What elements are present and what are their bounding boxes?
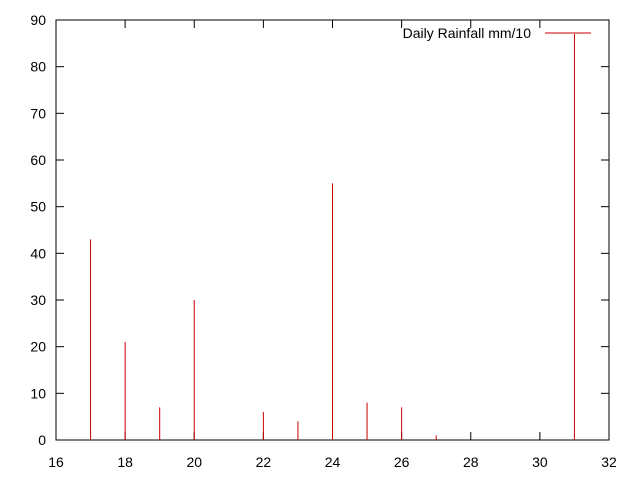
- x-tick-label: 32: [601, 454, 617, 470]
- y-tick-label: 50: [30, 199, 46, 215]
- y-tick-label: 30: [30, 292, 46, 308]
- x-tick-label: 28: [463, 454, 479, 470]
- legend-label: Daily Rainfall mm/10: [403, 25, 532, 41]
- y-tick-label: 0: [38, 432, 46, 448]
- x-tick-label: 26: [394, 454, 410, 470]
- bars: [90, 34, 575, 440]
- legend: Daily Rainfall mm/10: [403, 25, 591, 41]
- x-axis: 16 18 20 22 24 26 28 30 32: [48, 20, 617, 470]
- y-axis: 0 10 20 30 40 50 60 70 80 90: [30, 12, 609, 448]
- y-tick-label: 70: [30, 105, 46, 121]
- x-tick-label: 22: [256, 454, 272, 470]
- y-tick-label: 40: [30, 245, 46, 261]
- x-tick-label: 30: [532, 454, 548, 470]
- x-tick-label: 16: [48, 454, 64, 470]
- x-tick-label: 24: [325, 454, 341, 470]
- y-tick-label: 20: [30, 339, 46, 355]
- y-tick-label: 80: [30, 59, 46, 75]
- y-tick-label: 10: [30, 385, 46, 401]
- x-tick-label: 20: [186, 454, 202, 470]
- y-tick-label: 90: [30, 12, 46, 28]
- y-tick-label: 60: [30, 152, 46, 168]
- x-tick-label: 18: [117, 454, 133, 470]
